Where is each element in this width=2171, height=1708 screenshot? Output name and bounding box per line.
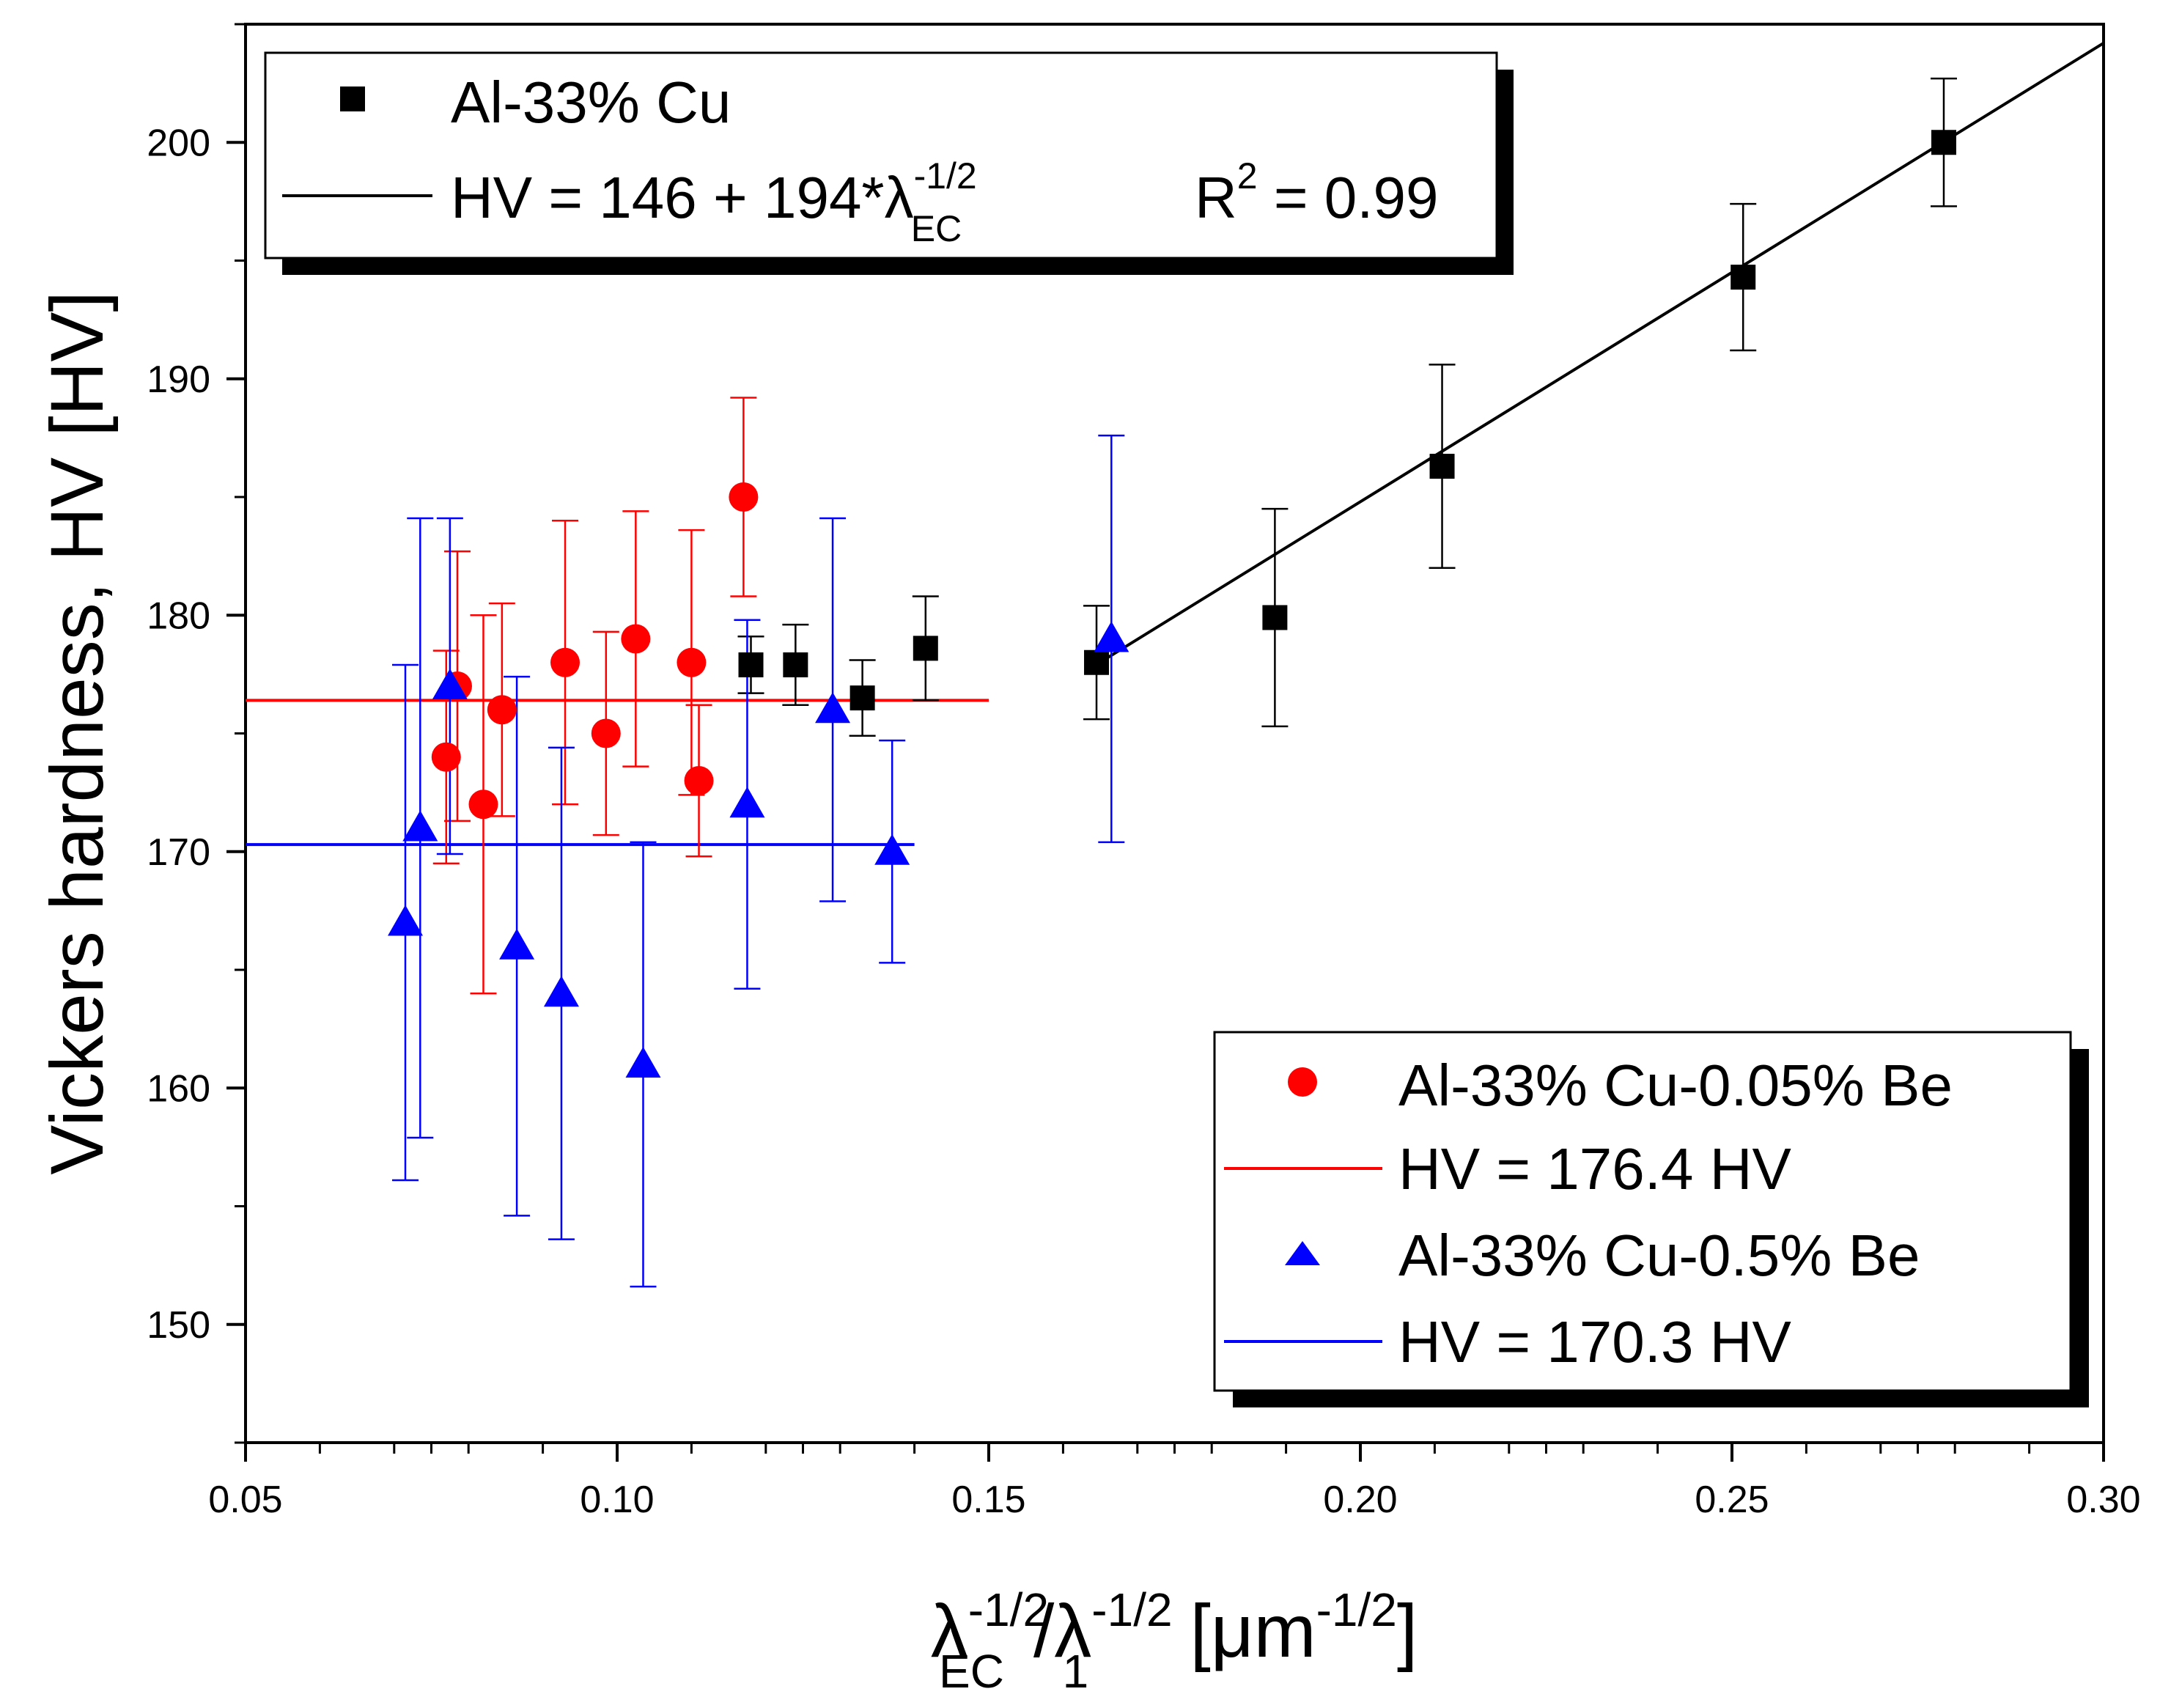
y-tick-label: 170 xyxy=(147,831,210,874)
data-point-square xyxy=(783,652,808,677)
x-title-sup-2: -1/2 xyxy=(1091,1583,1172,1636)
legend-fit-r: R xyxy=(1195,165,1237,230)
x-title-sup-1: -1/2 xyxy=(968,1583,1049,1636)
data-point-triangle xyxy=(729,787,765,818)
data-point-triangle xyxy=(815,692,851,724)
x-tick-label: 0.05 xyxy=(208,1479,282,1521)
x-title-unit-close: ] xyxy=(1397,1589,1418,1673)
legend-label-05be: Al-33% Cu-0.5% Be xyxy=(1398,1223,1920,1288)
data-point-square xyxy=(849,685,875,711)
x-tick-label: 0.15 xyxy=(951,1479,1025,1521)
x-axis: 0.05 0.10 0.15 0.20 0.25 0.30 xyxy=(208,1443,2141,1521)
data-point-circle xyxy=(468,789,498,820)
data-point-circle xyxy=(677,647,707,677)
y-tick-label: 180 xyxy=(147,595,210,637)
legend-label-blue-fit: HV = 170.3 HV xyxy=(1398,1309,1792,1374)
x-title-unit-open: [μm xyxy=(1169,1589,1316,1673)
x-tick-label: 0.20 xyxy=(1323,1479,1397,1521)
y-axis-title: Vickers hardness, HV [HV] xyxy=(35,291,119,1175)
x-title-sub-2: 1 xyxy=(1063,1645,1089,1698)
x-title-sub-1: EC xyxy=(939,1645,1004,1698)
data-point-square xyxy=(913,636,938,661)
data-point-circle xyxy=(487,695,517,725)
legend-bottom-right-box xyxy=(1213,1031,2072,1392)
legend-triangle-marker xyxy=(1285,1241,1320,1265)
x-title-lambda-1: λ xyxy=(931,1589,968,1673)
data-point-triangle xyxy=(432,669,468,699)
data-point-square xyxy=(1931,130,1956,155)
y-axis: 150 160 170 180 190 200 xyxy=(147,23,246,1444)
legend-label-fit: HV = 146 + 194*λ-1/2 EC R2 = 0.99 xyxy=(451,155,1438,249)
legend-fit-r-tail: = 0.99 xyxy=(1258,165,1439,230)
data-point-circle xyxy=(591,718,621,748)
data-point-square xyxy=(1262,605,1288,630)
y-tick-label: 150 xyxy=(147,1304,210,1347)
legend-circle-marker xyxy=(1288,1067,1317,1097)
y-tick-label: 190 xyxy=(147,358,210,401)
legend-fit-base: HV = 146 + 194*λ xyxy=(451,165,914,230)
y-tick-label: 160 xyxy=(147,1067,210,1110)
data-point-triangle xyxy=(1094,621,1129,652)
legend-label-005be: Al-33% Cu-0.05% Be xyxy=(1398,1053,1953,1118)
x-tick-label: 0.30 xyxy=(2066,1479,2140,1521)
x-title-sep: / xyxy=(1033,1589,1055,1673)
data-point-circle xyxy=(550,647,580,677)
legend-bottom-right: Al-33% Cu-0.05% Be HV = 176.4 HV Al-33% … xyxy=(1213,1031,2089,1407)
data-point-triangle xyxy=(499,928,535,960)
data-markers xyxy=(388,130,1956,1078)
data-point-triangle xyxy=(625,1047,661,1078)
legend-top-left-box xyxy=(264,51,1498,259)
x-title-lambda-2: λ xyxy=(1054,1589,1091,1673)
x-tick-label: 0.10 xyxy=(580,1479,654,1521)
legend-fit-sub: EC xyxy=(911,208,962,249)
data-point-circle xyxy=(684,766,714,795)
data-point-circle xyxy=(729,482,759,512)
data-point-circle xyxy=(621,624,651,654)
data-point-triangle xyxy=(402,810,438,842)
legend-label-al33cu: Al-33% Cu xyxy=(451,70,731,135)
y-tick-label: 200 xyxy=(147,122,210,164)
legend-square-marker xyxy=(340,86,365,111)
x-title-unit-sup: -1/2 xyxy=(1316,1583,1397,1636)
data-point-triangle xyxy=(874,833,910,865)
legend-top-left: Al-33% Cu HV = 146 + 194*λ-1/2 EC R2 = 0.9… xyxy=(264,51,1514,275)
data-point-triangle xyxy=(388,905,424,936)
legend-label-red-fit: HV = 176.4 HV xyxy=(1398,1136,1792,1201)
legend-fit-r-sup: 2 xyxy=(1237,155,1258,196)
legend-fit-sup: -1/2 xyxy=(914,155,977,196)
data-point-square xyxy=(1084,649,1110,675)
x-axis-title: λ-1/2 EC/λ-1/2 1 [μm-1/2] xyxy=(931,1583,1418,1698)
data-point-circle xyxy=(431,742,461,772)
data-point-square xyxy=(1429,454,1455,479)
data-point-square xyxy=(1730,265,1756,290)
data-point-square xyxy=(738,652,764,677)
x-tick-label: 0.25 xyxy=(1695,1479,1769,1521)
data-point-triangle xyxy=(543,976,579,1007)
